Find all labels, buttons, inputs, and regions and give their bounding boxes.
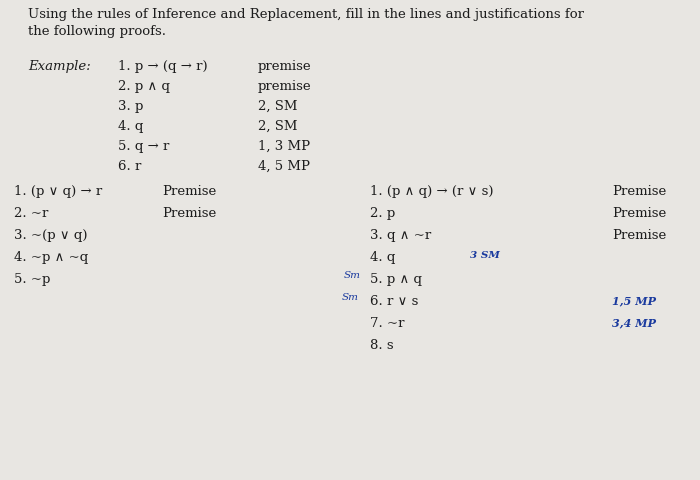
Text: 4. q: 4. q	[118, 120, 144, 133]
Text: 1. p → (q → r): 1. p → (q → r)	[118, 60, 208, 73]
Text: 1. (p ∨ q) → r: 1. (p ∨ q) → r	[14, 185, 102, 198]
Text: Premise: Premise	[162, 185, 216, 198]
Text: 2, SM: 2, SM	[258, 100, 298, 113]
Text: 4, 5 MP: 4, 5 MP	[258, 160, 310, 173]
Text: Premise: Premise	[162, 207, 216, 220]
Text: 7. ~r: 7. ~r	[370, 317, 405, 330]
Text: 3. p: 3. p	[118, 100, 144, 113]
Text: 1, 3 MP: 1, 3 MP	[258, 140, 310, 153]
Text: 5. p ∧ q: 5. p ∧ q	[370, 273, 422, 286]
Text: 2. p ∧ q: 2. p ∧ q	[118, 80, 170, 93]
Text: Example:: Example:	[28, 60, 91, 73]
Text: Premise: Premise	[612, 207, 666, 220]
Text: the following proofs.: the following proofs.	[28, 25, 166, 38]
Text: 3. q ∧ ~r: 3. q ∧ ~r	[370, 229, 431, 242]
Text: 6. r: 6. r	[118, 160, 141, 173]
Text: 3,4 MP: 3,4 MP	[612, 317, 656, 328]
Text: 4. q: 4. q	[370, 251, 395, 264]
Text: 4. ~p ∧ ~q: 4. ~p ∧ ~q	[14, 251, 88, 264]
Text: Using the rules of Inference and Replacement, fill in the lines and justificatio: Using the rules of Inference and Replace…	[28, 8, 584, 21]
Text: Premise: Premise	[612, 229, 666, 242]
Text: 5. ~p: 5. ~p	[14, 273, 50, 286]
Text: Sm: Sm	[344, 271, 361, 280]
Text: Sm: Sm	[342, 293, 359, 302]
Text: premise: premise	[258, 80, 312, 93]
Text: 2. ~r: 2. ~r	[14, 207, 48, 220]
Text: 2, SM: 2, SM	[258, 120, 298, 133]
Text: 3. ~(p ∨ q): 3. ~(p ∨ q)	[14, 229, 88, 242]
Text: 6. r ∨ s: 6. r ∨ s	[370, 295, 419, 308]
Text: 2. p: 2. p	[370, 207, 395, 220]
Text: 8. s: 8. s	[370, 339, 393, 352]
Text: 5. q → r: 5. q → r	[118, 140, 169, 153]
Text: premise: premise	[258, 60, 312, 73]
Text: 1,5 MP: 1,5 MP	[612, 295, 656, 306]
Text: 1. (p ∧ q) → (r ∨ s): 1. (p ∧ q) → (r ∨ s)	[370, 185, 494, 198]
Text: 3 SM: 3 SM	[470, 251, 500, 260]
Text: Premise: Premise	[612, 185, 666, 198]
